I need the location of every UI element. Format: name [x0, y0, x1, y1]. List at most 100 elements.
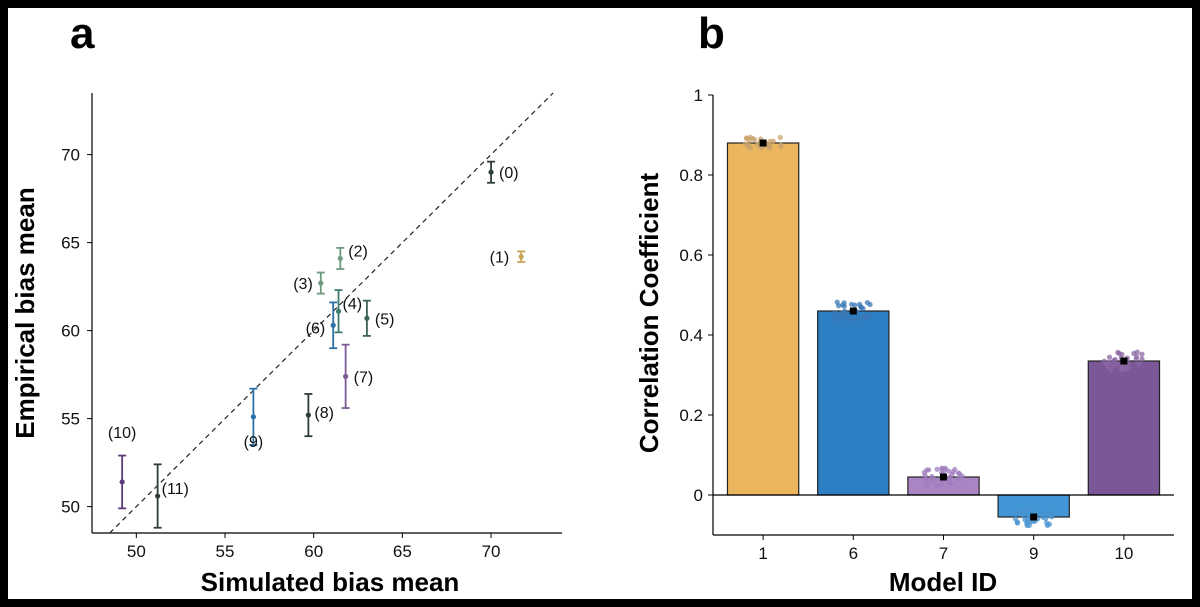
sample-dot-model-10: [1134, 349, 1140, 355]
point-label-0: (0): [499, 165, 519, 182]
sample-dot-model-10: [1136, 361, 1142, 367]
point-label-7: (7): [354, 369, 374, 386]
panel-b-letter: b: [698, 9, 725, 58]
sample-dot-model-7: [933, 483, 939, 489]
sample-dot-model-10: [1119, 367, 1125, 373]
panel-b-y-tick-label: 0.2: [679, 406, 703, 425]
point-label-11: (11): [162, 481, 189, 498]
point-label-3: (3): [293, 276, 313, 293]
panel-b-x-tick-label: 7: [939, 544, 948, 563]
sample-dot-model-1: [778, 142, 784, 148]
sample-dot-model-7: [939, 465, 945, 471]
panel-a-diagonal-line: [109, 92, 554, 534]
data-point-5: [364, 315, 370, 321]
data-point-2: [337, 255, 343, 262]
data-point-11: [155, 493, 161, 499]
panel-a-y-tick-label: 65: [61, 234, 80, 253]
data-point-3: [318, 280, 324, 286]
panel-a-letter: a: [70, 9, 95, 58]
panel-b-x-tick-label: 9: [1029, 544, 1038, 563]
sample-dot-model-9: [1042, 510, 1048, 516]
panel-b-y-tick-label: 0.6: [679, 246, 703, 265]
sample-dot-model-6: [855, 315, 861, 322]
bar-model-1: [726, 142, 800, 496]
sample-dot-model-6: [862, 314, 868, 321]
sample-dot-model-10: [1106, 354, 1113, 360]
sample-dot-model-1: [742, 141, 748, 147]
sample-dot-model-6: [836, 303, 842, 309]
data-point-4: [335, 308, 342, 314]
mean-marker-model-7: [940, 473, 947, 481]
panel-b-y-tick-label: 0.4: [679, 326, 703, 345]
sample-dot-model-6: [840, 302, 846, 308]
bar-model-10: [1087, 360, 1161, 496]
data-point-7: [343, 373, 349, 379]
sample-dot-model-9: [1016, 510, 1022, 516]
sample-dot-model-7: [946, 468, 952, 474]
sample-dot-model-10: [1115, 349, 1121, 356]
panel-b-x-tick-label: 10: [1114, 544, 1133, 563]
sample-dot-model-6: [856, 301, 863, 307]
sample-dot-model-9: [1044, 522, 1051, 529]
mean-marker-model-10: [1120, 357, 1128, 365]
panel-b-y-tick-label: 1: [694, 86, 703, 105]
sample-dot-model-7: [922, 472, 928, 478]
sample-dot-model-6: [833, 310, 839, 317]
panel-b-x-tick-label: 6: [849, 544, 858, 563]
sample-dot-model-7: [929, 473, 935, 480]
sample-dot-model-1: [758, 145, 764, 151]
panel-a-y-tick-label: 50: [61, 498, 80, 517]
sample-dot-model-1: [750, 135, 756, 141]
sample-dot-model-9: [1047, 512, 1053, 518]
point-label-5: (5): [375, 311, 395, 328]
sample-dot-model-6: [846, 315, 853, 321]
data-point-8: [305, 412, 311, 418]
sample-dot-model-10: [1139, 356, 1145, 362]
mean-marker-model-6: [849, 307, 857, 315]
point-label-10: (10): [108, 425, 136, 442]
data-point-1: [518, 254, 524, 260]
sample-dot-model-10: [1125, 365, 1132, 371]
data-point-0: [488, 169, 494, 175]
figure-canvas: a 50 55 60 65 70 50 55 60 65 70 Simulated bias mean…: [8, 8, 1192, 599]
point-label-8: (8): [314, 405, 334, 422]
sample-dot-model-6: [867, 301, 873, 308]
panel-b-y-tick-label: 0.8: [679, 166, 703, 185]
sample-dot-model-9: [1034, 506, 1040, 512]
panel-a-y-tick-label: 55: [61, 410, 80, 429]
sample-dot-model-6: [840, 312, 846, 318]
sample-dot-model-7: [947, 480, 954, 486]
sample-dot-model-9: [1046, 506, 1052, 512]
panel-b-x-tick-label: 1: [758, 544, 767, 563]
data-point-6: [330, 322, 336, 328]
point-label-9: (9): [244, 434, 264, 451]
sample-dot-model-10: [1108, 367, 1114, 373]
panel-b-y-tick-label: 0: [694, 486, 703, 505]
sample-dot-model-7: [950, 469, 956, 475]
panel-a-y-tick-label: 60: [61, 322, 80, 341]
sample-dot-model-7: [955, 470, 962, 476]
panel-a-y-tick-label: 70: [61, 146, 80, 165]
sample-dot-model-6: [837, 317, 843, 323]
sample-dot-model-7: [959, 473, 965, 479]
sample-dot-model-7: [923, 476, 929, 482]
sample-dot-model-9: [1026, 506, 1032, 512]
point-label-6: (6): [306, 320, 326, 337]
sample-dot-model-1: [744, 135, 750, 141]
mean-marker-model-9: [1030, 513, 1038, 521]
sample-dot-model-7: [928, 477, 934, 484]
point-label-1: (1): [490, 250, 510, 267]
sample-dot-model-10: [1139, 351, 1145, 357]
sample-dot-model-9: [1042, 515, 1049, 522]
point-label-2: (2): [348, 243, 368, 260]
point-label-4: (4): [343, 296, 363, 313]
sample-dot-model-1: [767, 138, 773, 144]
panel-b-y-axis-title: Correlation Coefficient: [634, 173, 664, 454]
sample-dot-model-7: [946, 476, 953, 482]
panel-a-x-tick-label: 50: [127, 542, 146, 561]
sample-dot-model-7: [926, 467, 932, 473]
panel-a-x-tick-label: 55: [216, 542, 235, 561]
panel-a-x-tick-label: 60: [304, 542, 323, 561]
sample-dot-model-10: [1111, 358, 1117, 364]
